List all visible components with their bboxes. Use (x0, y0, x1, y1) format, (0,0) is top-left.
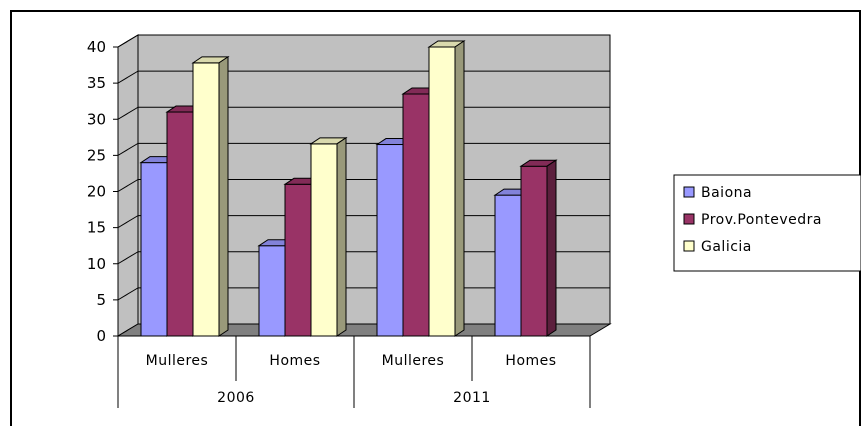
x-category-label: Mulleres (146, 353, 209, 369)
legend-swatch (683, 213, 695, 225)
gridline-side (117, 287, 139, 301)
bar-0-2 (376, 144, 404, 337)
gridline-side (117, 251, 139, 265)
y-tick-label: 30 (87, 110, 106, 128)
bar-1-2 (402, 93, 430, 337)
y-tick-label: 25 (87, 146, 106, 164)
gridline-side (117, 215, 139, 229)
y-tick-label: 40 (87, 38, 106, 56)
legend-swatch (683, 240, 695, 252)
gridline-side (117, 34, 139, 48)
x-category-label: Homes (505, 353, 556, 369)
bar-side-2-0 (218, 55, 229, 337)
bar-side-2-1 (336, 136, 347, 337)
bar-side-2-2 (454, 40, 465, 337)
y-tick-label: 20 (87, 183, 106, 201)
bar-0-1 (258, 245, 286, 337)
bar-2-1 (310, 143, 338, 337)
gridline-side (117, 70, 139, 84)
x-category-label: Homes (269, 353, 320, 369)
y-tick-label: 5 (96, 291, 106, 309)
bar-1-1 (284, 183, 312, 337)
gridline-side (117, 106, 139, 120)
legend (673, 174, 861, 272)
legend-label: Galicia (701, 239, 752, 255)
bar-1-0 (166, 111, 194, 337)
bar-1-3 (520, 165, 548, 337)
x-category-label: Mulleres (382, 353, 445, 369)
legend-label: Baiona (701, 185, 752, 201)
y-tick-label: 10 (87, 255, 106, 273)
y-tick-label: 0 (96, 327, 106, 345)
bar-0-0 (140, 162, 168, 337)
y-tick-label: 35 (87, 74, 106, 92)
gridline-side (117, 142, 139, 156)
legend-swatch (683, 186, 695, 198)
bar-2-2 (428, 46, 456, 337)
bar-2-0 (192, 62, 220, 337)
bar-0-3 (494, 194, 522, 337)
x-group-label: 2006 (217, 390, 255, 406)
gridline-side (117, 179, 139, 192)
x-group-label: 2011 (453, 390, 491, 406)
bar-side-1-3 (546, 159, 557, 337)
y-tick-label: 15 (87, 219, 106, 237)
legend-label: Prov.Pontevedra (701, 212, 822, 228)
